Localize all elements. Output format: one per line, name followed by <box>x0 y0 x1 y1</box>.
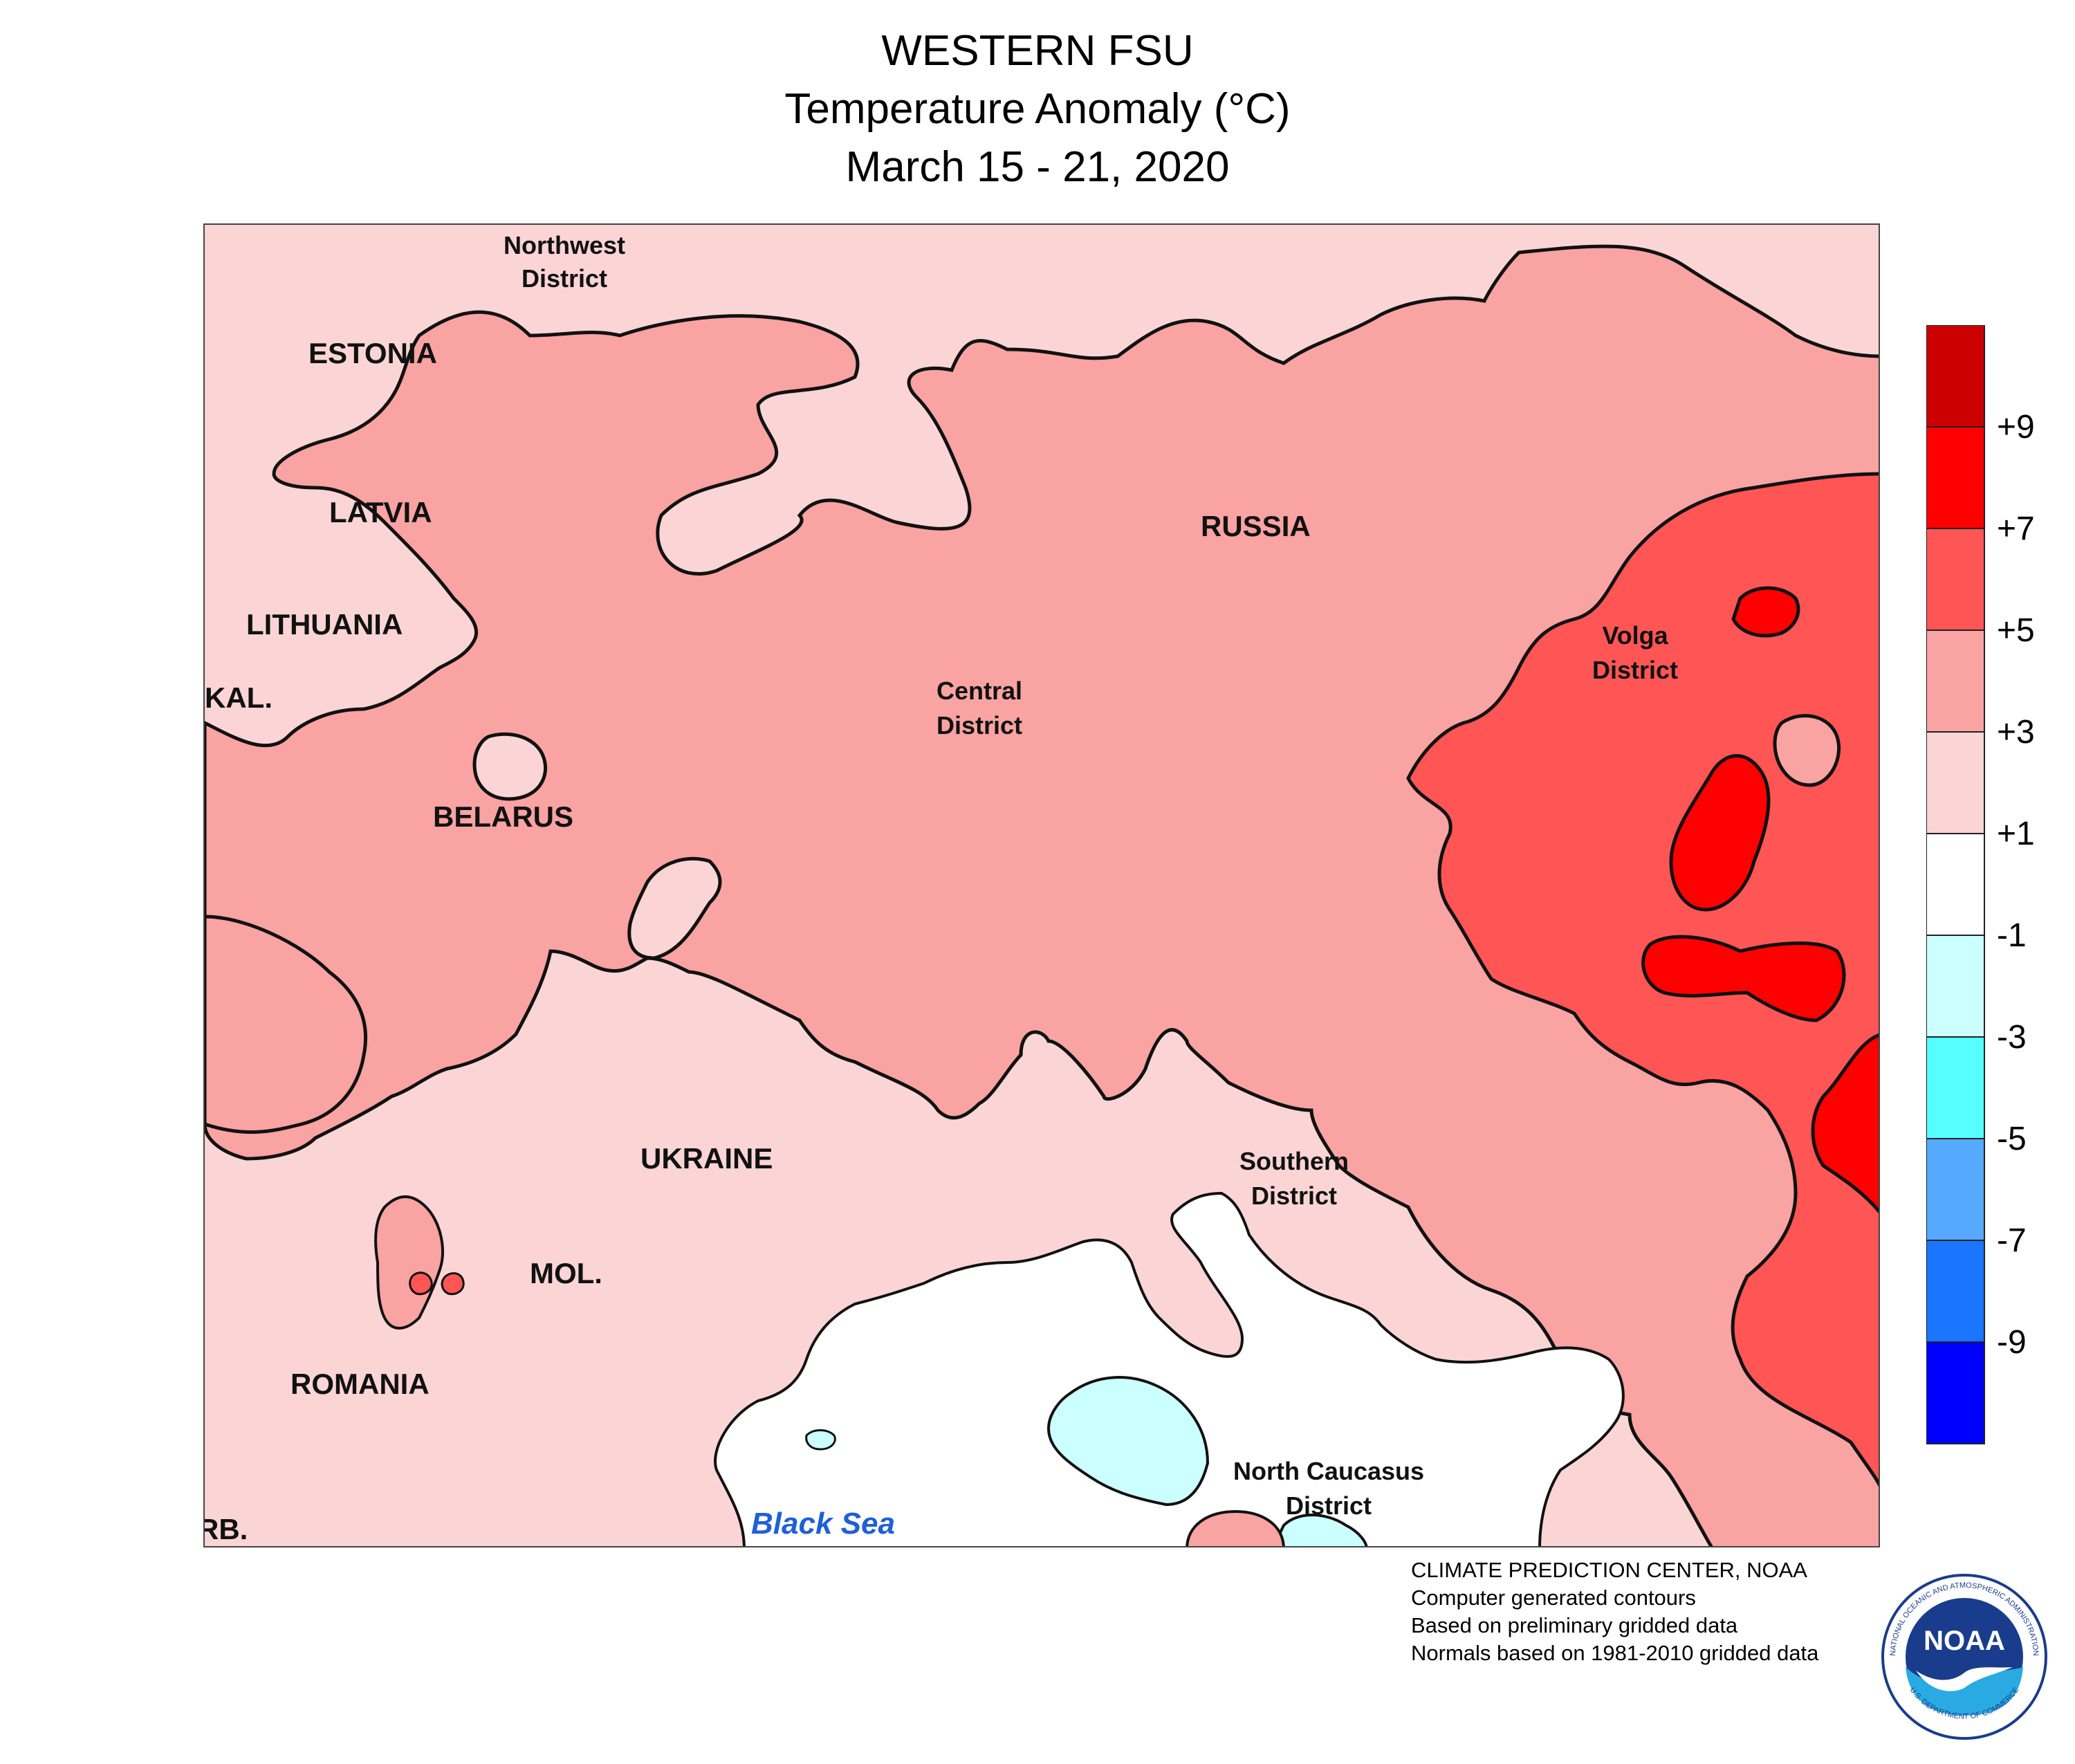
anomaly-zone-minus3-to-minus1-c <box>805 1429 836 1451</box>
anomaly-zone-5-to-7-romania-a <box>409 1271 433 1296</box>
legend-tick-label: +3 <box>1997 714 2035 751</box>
credits-line-2: Computer generated contours <box>1411 1586 1696 1610</box>
label-lithuania: LITHUANIA <box>246 608 403 641</box>
label-russia: RUSSIA <box>1201 510 1311 542</box>
label-volga-district-line1: Volga <box>1602 621 1668 650</box>
color-legend: +9 +7 +5 +3 +1 -1 -3 -5 -7 -9 <box>1926 325 2035 1444</box>
map-subtitle-period: March 15 - 21, 2020 <box>845 143 1230 191</box>
anomaly-zone-3-to-5-south <box>205 915 368 1134</box>
noaa-logo-center-text: NOAA <box>1924 1626 2005 1656</box>
anomaly-island-1-to-3-border <box>627 856 722 960</box>
noaa-logo-wave-icon <box>1906 1667 2023 1716</box>
legend-tick-labels: +9 +7 +5 +3 +1 -1 -3 -5 -7 -9 <box>1997 409 2035 1361</box>
credits-block: CLIMATE PREDICTION CENTER, NOAA Computer… <box>1411 1556 1818 1667</box>
anomaly-zone-minus3-to-minus1-a <box>1046 1376 1210 1507</box>
legend-tick-label: -7 <box>1997 1222 2027 1259</box>
legend-box-6 <box>1926 935 1985 1038</box>
legend-tick-label: -1 <box>1997 917 2027 954</box>
anomaly-zone-7-to-9-core-a <box>1669 754 1771 912</box>
anomaly-zone-7-to-9-core-d <box>1811 1033 1879 1214</box>
legend-tick-label: +9 <box>1997 409 2035 445</box>
anomaly-map-svg: Northwest District ESTONIA LATVIA LITHUA… <box>205 225 1879 1546</box>
legend-box-9 <box>1926 1240 1985 1343</box>
legend-box-10 <box>1926 1341 1985 1444</box>
legend-box-2 <box>1926 528 1985 631</box>
label-north-caucasus-district-line1: North Caucasus <box>1233 1457 1424 1485</box>
label-central-district-line2: District <box>937 711 1022 739</box>
legend-box-5 <box>1926 833 1985 936</box>
map-subtitle-variable: Temperature Anomaly (°C) <box>784 85 1291 133</box>
legend-box-8 <box>1926 1138 1985 1241</box>
label-black-sea: Black Sea <box>751 1507 895 1541</box>
label-northwest-district-line2: District <box>522 264 607 293</box>
noaa-logo: NOAA NATIONAL OCEANIC AND ATMOSPHERIC AD… <box>1881 1574 2047 1740</box>
label-moldova: MOL. <box>530 1257 602 1289</box>
credits-line-3: Based on preliminary gridded data <box>1411 1613 1738 1637</box>
noaa-logo-gull-icon <box>1916 1667 2013 1691</box>
anomaly-island-1-to-3-volga <box>1773 714 1841 787</box>
anomaly-zone-7-to-9-core-b <box>1731 586 1800 638</box>
legend-tick-label: -3 <box>1997 1019 2027 1056</box>
label-serbia: RB. <box>205 1513 248 1545</box>
label-kaliningrad: KAL. <box>205 681 273 714</box>
anomaly-zone-5-to-7 <box>1406 472 1879 1488</box>
legend-tick-label: +1 <box>1997 816 2035 852</box>
anomaly-zone-5-to-7-romania-b <box>441 1272 465 1296</box>
anomaly-zone-3-to-5-caucasus <box>1186 1509 1285 1546</box>
legend-box-0 <box>1926 325 1985 428</box>
legend-tick-label: -5 <box>1997 1121 2027 1157</box>
anomaly-zone-3-to-5-romania <box>374 1195 444 1330</box>
label-southern-district-line2: District <box>1251 1182 1337 1210</box>
label-north-caucasus-district-line2: District <box>1286 1491 1372 1520</box>
legend-box-1 <box>1926 426 1985 529</box>
anomaly-zone-3-to-5-central <box>205 244 1879 1546</box>
label-ukraine: UKRAINE <box>640 1142 773 1175</box>
legend-tick-label: +5 <box>1997 612 2035 649</box>
label-northwest-district-line1: Northwest <box>504 231 625 259</box>
label-belarus: BELARUS <box>433 800 573 833</box>
legend-box-7 <box>1926 1036 1985 1139</box>
label-estonia: ESTONIA <box>308 337 437 369</box>
label-latvia: LATVIA <box>329 496 432 529</box>
label-central-district-line1: Central <box>937 677 1022 705</box>
legend-tick-label: -9 <box>1997 1324 2027 1361</box>
legend-tick-label: +7 <box>1997 511 2035 547</box>
credits-line-1: CLIMATE PREDICTION CENTER, NOAA <box>1411 1558 1807 1582</box>
legend-color-boxes <box>1926 325 1985 1444</box>
anomaly-map: Northwest District ESTONIA LATVIA LITHUA… <box>203 223 1880 1547</box>
anomaly-zone-7-to-9-core-c <box>1641 935 1846 1022</box>
anomaly-island-1-to-3-belarus <box>472 732 548 801</box>
label-volga-district-line2: District <box>1592 656 1678 684</box>
credits-line-4: Normals based on 1981-2010 gridded data <box>1411 1641 1819 1665</box>
anomaly-zone-minus1-to-1 <box>714 1191 1625 1546</box>
label-romania: ROMANIA <box>290 1368 430 1400</box>
label-southern-district-line1: Southern <box>1239 1147 1349 1175</box>
legend-box-4 <box>1926 731 1985 834</box>
map-title: WESTERN FSU <box>881 27 1194 75</box>
legend-box-3 <box>1926 630 1985 733</box>
